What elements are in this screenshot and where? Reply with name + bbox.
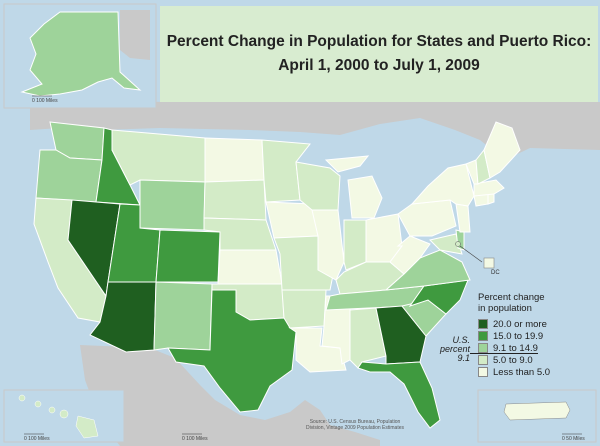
canada-land — [30, 100, 600, 160]
state-massachusetts — [473, 179, 505, 197]
legend-item: 20.0 or more — [478, 318, 550, 330]
source-note: Source: U.S. Census Bureau, Population D… — [290, 419, 420, 431]
legend-item: 5.0 to 9.0 — [478, 354, 550, 366]
state-texas — [167, 289, 297, 413]
legend-item: 9.1 to 14.9 — [478, 342, 550, 354]
state-maine — [483, 121, 521, 179]
dc-leader-line — [459, 245, 483, 263]
alaska-scale-text: 0 100 Miles — [32, 98, 58, 104]
us-percent-label: U.S. percent 9.1 — [440, 336, 470, 363]
state-puerto-rico — [503, 401, 571, 421]
map-title: Percent Change in Population for States … — [160, 30, 598, 78]
legend-swatch — [478, 331, 488, 341]
state-hawaii — [18, 394, 99, 439]
us-percent-divider — [470, 353, 538, 354]
canada-inset-land — [120, 10, 150, 60]
state-virginia — [384, 249, 471, 291]
legend-title-line1: Percent change — [478, 292, 545, 303]
legend-swatch — [478, 355, 488, 365]
state-kansas — [217, 249, 283, 285]
state-alaska — [20, 11, 142, 97]
source-line2: Division, Vintage 2009 Population Estima… — [305, 425, 405, 431]
legend-swatch — [478, 319, 488, 329]
dc-label: DC — [491, 270, 500, 276]
state-colorado — [155, 229, 221, 283]
state-louisiana — [288, 327, 347, 373]
map-title-line2: April 1, 2000 to July 1, 2009 — [278, 57, 480, 74]
legend-item-label: 20.0 or more — [493, 318, 547, 330]
state-north-dakota — [204, 137, 265, 183]
state-indiana — [343, 219, 367, 271]
state-rhode-island — [487, 193, 495, 205]
legend-item: Less than 5.0 — [478, 366, 550, 378]
legend-title: Percent change in population — [478, 292, 550, 314]
us-label-value: 9.1 — [457, 353, 470, 363]
hawaii-scale-text: 0 100 Miles — [24, 436, 50, 442]
source-line1: Source: U.S. Census Bureau, Population — [309, 419, 401, 425]
legend-item-label: 5.0 to 9.0 — [493, 354, 533, 366]
map-title-line1: Percent Change in Population for States … — [166, 33, 592, 50]
legend-title-line2: in population — [478, 303, 532, 314]
legend-item: 15.0 to 19.9 — [478, 330, 550, 342]
mainland-scale-text: 0 100 Miles — [182, 436, 208, 442]
state-maryland — [429, 233, 463, 255]
us-label-line2: percent — [440, 344, 471, 354]
state-new-mexico — [153, 281, 213, 351]
dc-callout-box — [483, 257, 495, 269]
legend-swatch — [478, 343, 488, 353]
state-florida — [357, 361, 441, 429]
legend: Percent change in population 20.0 or mor… — [478, 292, 550, 378]
pr-scale-text: 0 50 Miles — [562, 436, 585, 442]
state-montana — [111, 129, 206, 186]
state-michigan — [324, 155, 383, 219]
mexico-land — [80, 345, 380, 446]
legend-swatch — [478, 367, 488, 377]
state-wyoming — [139, 179, 206, 231]
state-arkansas — [281, 289, 327, 329]
dc-marker — [455, 241, 461, 247]
title-panel — [160, 6, 598, 102]
us-label-line1: U.S. — [452, 335, 470, 345]
legend-item-label: 15.0 to 19.9 — [493, 330, 544, 342]
state-south-dakota — [203, 179, 267, 221]
legend-item-label: Less than 5.0 — [493, 366, 551, 378]
legend-item-label: 9.1 to 14.9 — [493, 342, 538, 354]
state-west-virginia — [389, 235, 431, 275]
